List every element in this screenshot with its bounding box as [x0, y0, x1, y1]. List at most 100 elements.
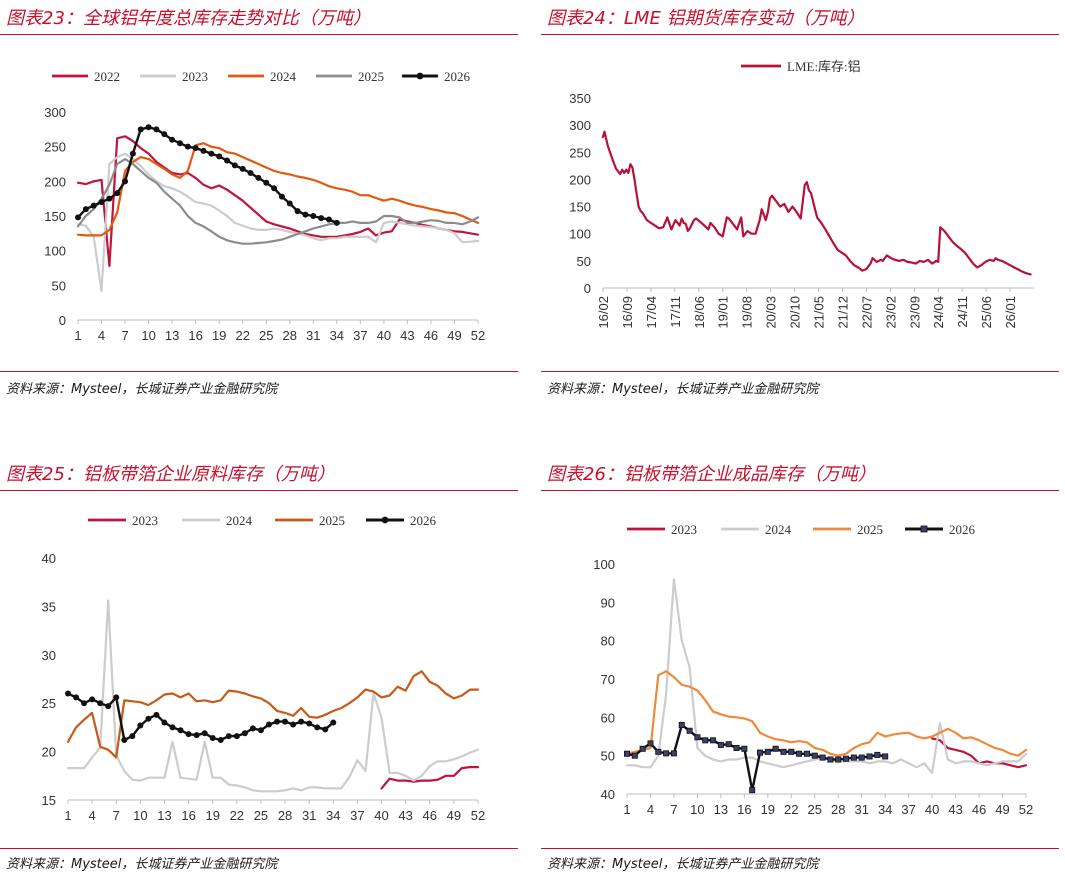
data-point — [733, 744, 740, 751]
data-point — [749, 787, 756, 794]
legend-item: 2025 — [316, 69, 384, 84]
chart-title: 图表24：LME 铝期货库存变动（万吨） — [547, 8, 865, 29]
legend-item: 2023 — [140, 69, 208, 84]
data-point — [741, 745, 748, 752]
x-tick-label: 34 — [878, 802, 892, 817]
chart-title: 图表26：铝板带箔企业成品库存（万吨） — [547, 464, 876, 485]
x-tick-label: 16 — [181, 808, 195, 823]
data-point — [772, 745, 779, 752]
data-point — [82, 206, 89, 213]
data-point — [153, 126, 160, 133]
x-tick-label: 49 — [447, 328, 461, 343]
data-point — [105, 703, 112, 710]
legend-label: 2023 — [182, 69, 208, 84]
x-tick-label: 25 — [808, 802, 822, 817]
legend-label: 2026 — [444, 69, 471, 84]
series-line-2023 — [76, 152, 480, 292]
chart-panel-23: 图表23：全球铝年度总库存走势对比（万吨） 0 50 100 150 200 250 300… — [0, 0, 518, 420]
source-note: 资料来源：Mysteel，长城证券产业金融研究院 — [547, 382, 819, 397]
data-point — [811, 752, 818, 759]
legend-label: 2023 — [132, 513, 158, 528]
data-point — [717, 741, 724, 748]
y-tick-label: 150 — [44, 209, 66, 224]
data-point — [850, 754, 857, 761]
data-point — [678, 721, 685, 728]
x-tick-label: 28 — [278, 808, 292, 823]
data-point — [208, 150, 215, 157]
x-tick-label: 25/06 — [979, 296, 994, 329]
chart-23: 0 50 100 150 200 250 300 1 4 7 10 13 16 19 22 25 28 31 34 3… — [44, 69, 485, 343]
data-point — [882, 753, 889, 760]
y-tick-label: 150 — [569, 200, 591, 215]
legend-label: LME:库存:铝 — [787, 59, 861, 74]
data-point — [796, 750, 803, 757]
data-point — [866, 753, 873, 760]
x-tick-label: 4 — [647, 802, 654, 817]
y-tick-label: 200 — [569, 172, 591, 187]
data-point — [137, 722, 144, 729]
y-tick-label: 50 — [601, 749, 615, 764]
data-point — [835, 756, 842, 763]
data-point — [271, 185, 278, 192]
y-tick-label: 30 — [42, 648, 56, 663]
y-tick-label: 70 — [601, 672, 615, 687]
source-rule — [541, 371, 1059, 372]
x-tick-label: 25 — [254, 808, 268, 823]
data-point — [278, 193, 285, 200]
x-tick-label: 49 — [447, 808, 461, 823]
data-point — [106, 195, 113, 202]
legend-label: 2023 — [671, 522, 697, 537]
x-tick-label: 26/01 — [1003, 296, 1018, 329]
data-point — [710, 737, 717, 744]
legend-label: 2024 — [270, 69, 297, 84]
x-tick-label: 22 — [784, 802, 798, 817]
x-tick-label: 46 — [972, 802, 986, 817]
x-tick-label: 43 — [400, 328, 414, 343]
series-line-2025 — [625, 670, 1028, 757]
source-note: 资料来源：Mysteel，长城证券产业金融研究院 — [6, 382, 278, 397]
y-tick-label: 0 — [59, 313, 66, 328]
data-point — [655, 748, 662, 755]
data-point — [216, 153, 223, 160]
chart-panel-24: 图表24：LME 铝期货库存变动（万吨） 0 50 100 150 200 250 300 3… — [541, 0, 1059, 420]
source-note: 资料来源：Mysteel，长城证券产业金融研究院 — [6, 857, 278, 872]
x-tick-label: 52 — [1019, 802, 1033, 817]
data-point — [225, 733, 232, 740]
x-tick-label: 28 — [831, 802, 845, 817]
x-tick-label: 25 — [259, 328, 273, 343]
series-line-2024 — [76, 142, 480, 237]
x-tick-label: 19/08 — [740, 296, 755, 329]
data-point — [255, 174, 262, 181]
data-point — [298, 718, 305, 725]
data-point — [294, 208, 301, 215]
x-tick-label: 16/02 — [596, 296, 611, 329]
x-tick-label: 40 — [374, 808, 388, 823]
x-tick-label: 1 — [74, 328, 81, 343]
chart-title: 图表23：全球铝年度总库存走势对比（万吨） — [6, 8, 371, 29]
x-tick-label: 28 — [283, 328, 297, 343]
x-tick-label: 21/12 — [835, 296, 850, 329]
data-point — [89, 696, 96, 703]
data-point — [702, 737, 709, 744]
x-tick-label: 13 — [157, 808, 171, 823]
x-tick-label: 46 — [423, 808, 437, 823]
x-tick-label: 1 — [623, 802, 630, 817]
x-tick-label: 22 — [230, 808, 244, 823]
x-tick-label: 21/05 — [812, 296, 827, 329]
y-tick-label: 40 — [601, 787, 615, 802]
data-point — [247, 170, 254, 177]
data-point — [176, 140, 183, 147]
y-tick-label: 80 — [601, 634, 615, 649]
data-point — [330, 719, 337, 726]
y-tick-label: 40 — [42, 551, 56, 566]
data-point — [233, 733, 240, 740]
data-point — [113, 694, 120, 701]
data-point — [224, 157, 231, 164]
x-tick-label: 23/09 — [907, 296, 922, 329]
series-line-2025 — [76, 157, 480, 245]
y-tick-label: 20 — [42, 745, 56, 760]
y-tick-label: 100 — [569, 227, 591, 242]
x-tick-label: 23/02 — [883, 296, 898, 329]
data-point — [263, 179, 270, 186]
